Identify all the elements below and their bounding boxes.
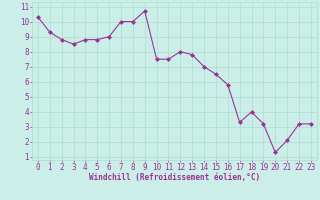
X-axis label: Windchill (Refroidissement éolien,°C): Windchill (Refroidissement éolien,°C) bbox=[89, 173, 260, 182]
